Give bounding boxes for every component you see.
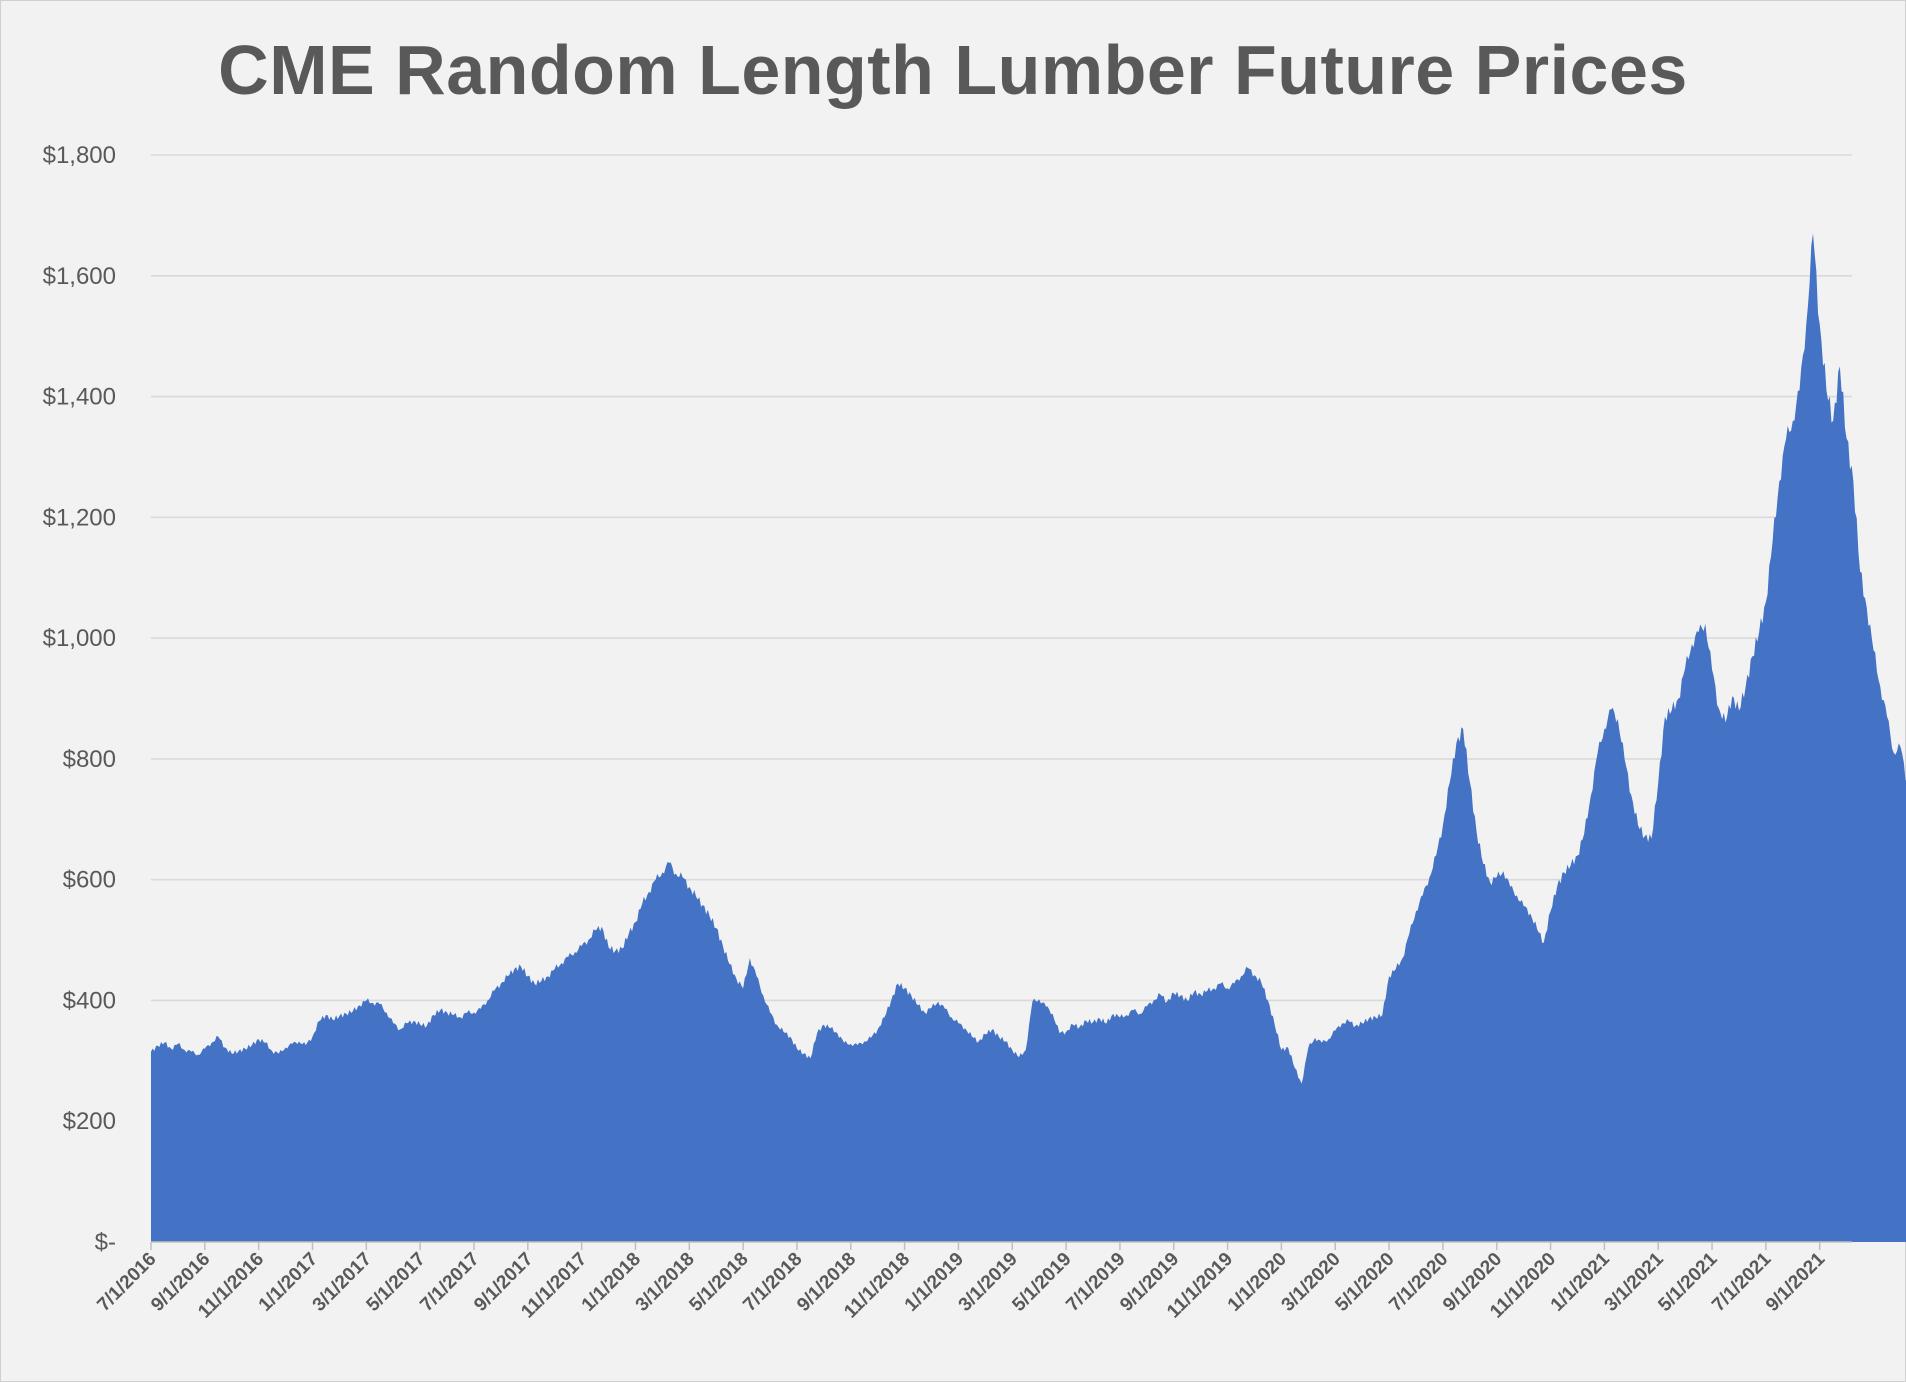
x-tick-label: 5/1/2018 — [686, 1249, 753, 1316]
x-tick-label: 5/1/2020 — [1331, 1249, 1398, 1316]
x-tick-label: 7/1/2017 — [416, 1249, 483, 1316]
y-tick-label: $1,400 — [43, 384, 116, 411]
y-tick-label: $800 — [63, 746, 116, 773]
x-tick-label: 1/1/2020 — [1224, 1249, 1291, 1316]
y-tick-label: $1,800 — [43, 142, 116, 169]
y-tick-label: $1,000 — [43, 625, 116, 652]
x-axis — [150, 1241, 1852, 1250]
x-tick-label: 3/1/2019 — [955, 1249, 1022, 1316]
x-tick-label: 3/1/2020 — [1278, 1249, 1345, 1316]
y-axis-tick-labels: $- $200 $400 $600 $800 $1,000 $1,200 $1,400 $1,6… — [43, 142, 116, 1256]
price-area — [151, 233, 1906, 1242]
x-tick-label: 3/1/2017 — [309, 1249, 376, 1316]
y-tick-label: $- — [95, 1229, 116, 1256]
chart-title: CME Random Length Lumber Future Prices — [218, 31, 1688, 109]
x-tick-label: 1/1/2019 — [901, 1249, 968, 1316]
y-tick-label: $200 — [63, 1108, 116, 1135]
x-tick-label: 1/1/2017 — [255, 1249, 322, 1316]
x-tick-label: 7/1/2018 — [739, 1249, 806, 1316]
x-tick-label: 7/1/2019 — [1062, 1249, 1129, 1316]
x-tick-label: 7/1/2016 — [93, 1249, 160, 1316]
x-tick-label: 7/1/2020 — [1385, 1249, 1452, 1316]
price-area-series — [151, 233, 1906, 1242]
x-tick-label: 9/1/2021 — [1762, 1248, 1829, 1315]
x-tick-label: 5/1/2019 — [1008, 1249, 1075, 1316]
y-tick-label: $1,200 — [43, 504, 116, 531]
x-tick-label: 5/1/2017 — [363, 1249, 430, 1316]
x-tick-label: 1/1/2018 — [578, 1249, 645, 1316]
x-axis-tick-labels: 7/1/20169/1/201611/1/20161/1/20173/1/201… — [93, 1248, 1829, 1322]
x-tick-label: 3/1/2018 — [632, 1249, 699, 1316]
y-tick-label: $600 — [63, 867, 116, 894]
y-tick-label: $400 — [63, 987, 116, 1014]
y-tick-label: $1,600 — [43, 263, 116, 290]
